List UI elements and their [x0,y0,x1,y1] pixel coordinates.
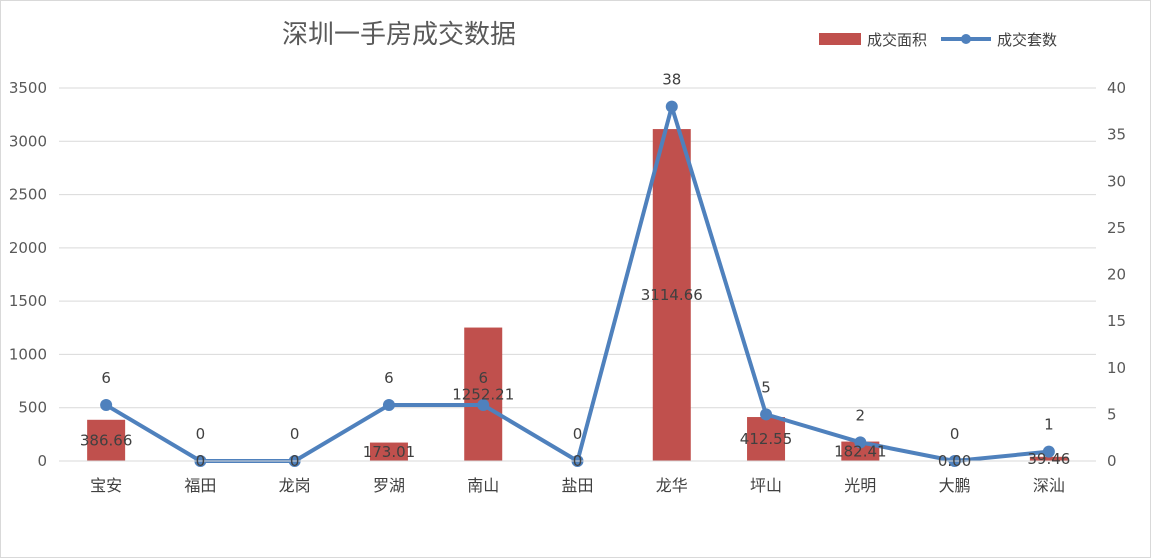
right-axis-tick-label: 10 [1107,359,1126,377]
left-axis-tick-label: 3500 [9,79,47,97]
bar[interactable] [747,417,786,461]
bar[interactable] [87,419,126,461]
line-series [100,100,1055,467]
left-axis-tick-label: 500 [18,399,47,417]
bar-data-label: 3114.66 [641,286,703,304]
bar-data-label: 0 [290,452,300,470]
bar[interactable] [464,327,503,461]
line-point[interactable] [1042,445,1055,458]
legend[interactable]: 成交面积 成交套数 [819,31,1057,49]
category-label: 宝安 [90,476,122,495]
category-label: 福田 [184,476,216,495]
line-point[interactable] [760,408,773,421]
bar-data-label: 0.00 [938,452,971,470]
line-data-label: 2 [856,406,866,424]
bar-series [87,129,1068,462]
axes: 0500100015002000250030003500051015202530… [9,79,1126,495]
right-axis-tick-label: 25 [1107,219,1126,237]
line-data-label: 0 [573,425,583,443]
bar[interactable] [652,129,691,462]
category-label: 罗湖 [373,476,405,495]
bar-data-label: 386.66 [80,431,133,449]
bar[interactable] [1029,456,1068,461]
bar-data-label: 173.01 [363,443,416,461]
category-label: 深汕 [1033,476,1065,495]
line-data-label: 38 [662,71,681,89]
category-label: 南山 [467,476,499,495]
bar-data-label: 412.55 [740,430,793,448]
right-axis-tick-label: 30 [1107,172,1126,190]
line-data-label: 1 [1044,416,1054,434]
line-point[interactable] [665,100,678,113]
right-axis-tick-label: 15 [1107,312,1126,330]
left-axis-tick-label: 1500 [9,292,47,310]
right-axis-tick-label: 20 [1107,266,1126,284]
line-data-label: 6 [101,369,111,387]
line-data-label: 6 [384,369,394,387]
line-point[interactable] [854,436,867,449]
legend-bar-label: 成交面积 [867,31,927,49]
bar[interactable] [369,442,408,461]
left-axis-tick-label: 1000 [9,345,47,363]
bar-data-label: 0 [196,452,206,470]
right-axis-tick-label: 0 [1107,452,1117,470]
legend-line-label: 成交套数 [997,31,1057,49]
line-data-label: 0 [290,425,300,443]
bar-data-label: 182.41 [834,442,887,460]
left-axis-tick-label: 3000 [9,132,47,150]
bar[interactable] [841,441,880,461]
left-axis-tick-label: 2000 [9,239,47,257]
bar-data-label: 1252.21 [452,385,514,403]
chart-title: 深圳一手房成交数据 [282,20,516,50]
legend-line-marker [961,34,971,44]
category-label: 光明 [844,476,876,495]
category-label: 大鹏 [939,476,971,495]
data-labels: 386.66 0 0 173.01 1252.21 0 3114.66 412.55 182.4… [80,71,1070,470]
category-label: 龙华 [656,476,688,495]
legend-bar-swatch [819,33,861,45]
line-data-label: 5 [761,378,771,396]
category-label: 坪山 [750,476,782,495]
right-axis-tick-label: 5 [1107,405,1117,423]
line-data-label: 0 [950,425,960,443]
category-label: 盐田 [561,476,593,495]
category-label: 龙岗 [279,476,311,495]
left-axis-tick-label: 2500 [9,186,47,204]
right-axis-tick-label: 40 [1107,79,1126,97]
gridlines [59,87,1096,409]
line-point[interactable] [382,399,395,412]
line-data-label: 0 [196,425,206,443]
line-point[interactable] [100,399,113,412]
right-axis-tick-label: 35 [1107,126,1126,144]
line-data-label: 6 [478,369,488,387]
left-axis-tick-label: 0 [37,452,47,470]
bar-data-label: 0 [573,452,583,470]
line-point[interactable] [477,399,490,412]
bar-data-label: 39.46 [1027,450,1070,468]
